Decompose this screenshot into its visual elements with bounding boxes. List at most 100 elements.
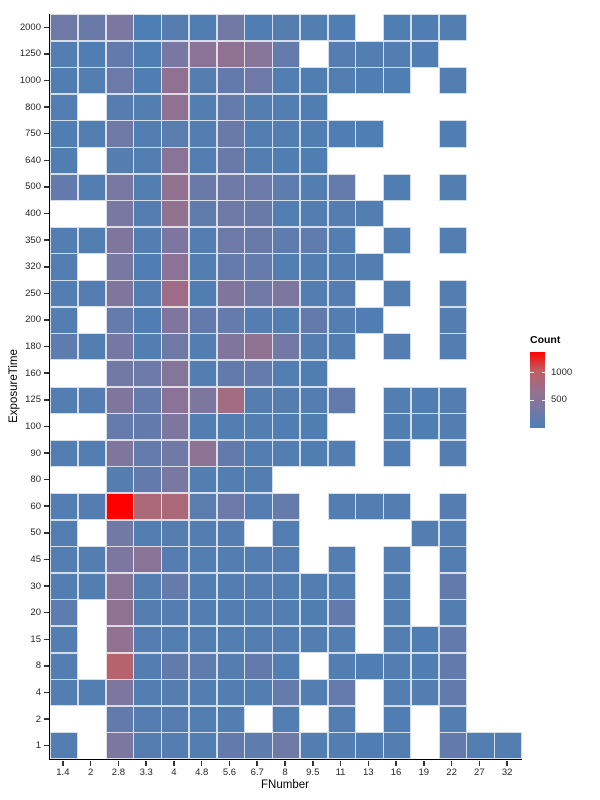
heatmap-cell <box>327 253 356 281</box>
heatmap-cell <box>188 492 218 521</box>
heatmap-cell <box>105 652 134 680</box>
heatmap-cell <box>272 546 301 574</box>
heatmap-cell <box>355 200 384 228</box>
heatmap-cell <box>161 280 190 308</box>
y-axis-tick-label: 350 <box>25 234 41 246</box>
heatmap-cell <box>272 599 301 627</box>
heatmap-cell <box>438 519 467 547</box>
y-axis-tick-mark <box>44 106 49 108</box>
y-axis-tick-mark <box>44 452 49 454</box>
heatmap-cell <box>188 226 218 254</box>
x-axis-tick-label: 2.8 <box>111 767 126 778</box>
y-axis-tick-label: 750 <box>25 128 41 140</box>
plot-panel <box>49 14 523 760</box>
heatmap-cell <box>50 625 79 654</box>
y-axis-tick-label: 2000 <box>19 21 41 33</box>
heatmap-cell <box>244 280 273 308</box>
legend-tick-mark <box>530 399 534 401</box>
y-axis-tick-mark <box>44 26 49 29</box>
heatmap-cell <box>355 306 384 334</box>
heatmap-cell <box>216 413 245 441</box>
heatmap-cell <box>216 333 245 361</box>
heatmap-cell <box>50 306 79 334</box>
heatmap-cell <box>327 333 356 361</box>
heatmap-cell <box>133 599 162 627</box>
heatmap-cell <box>299 253 329 281</box>
x-axis-tick-label: 2 <box>87 767 94 778</box>
heatmap-cell <box>410 519 440 547</box>
heatmap-cell <box>133 14 162 42</box>
heatmap-cell <box>105 120 134 148</box>
heatmap-cell <box>161 386 190 414</box>
x-axis-tick-label: 4 <box>171 767 177 778</box>
heatmap-cell <box>105 492 134 521</box>
heatmap-cell <box>50 732 79 760</box>
heatmap-cell <box>355 492 384 521</box>
heatmap-cell <box>410 652 440 680</box>
heatmap-cell <box>188 67 218 95</box>
heatmap-cell <box>188 546 218 574</box>
heatmap-cell <box>161 359 190 387</box>
y-axis-tick-mark <box>44 585 49 587</box>
heatmap-cell <box>188 705 218 733</box>
x-axis-tick-label: 11 <box>335 767 346 778</box>
heatmap-cell <box>161 40 190 68</box>
heatmap-cell <box>272 625 301 654</box>
heatmap-cell <box>161 226 190 254</box>
heatmap-cell <box>161 14 190 42</box>
heatmap-cell <box>133 625 162 654</box>
heatmap-cell <box>133 652 162 680</box>
heatmap-cell <box>299 386 329 414</box>
x-axis-tick-mark <box>89 760 92 766</box>
x-axis-tick-label: 22 <box>446 767 457 778</box>
heatmap-cell <box>216 572 245 600</box>
heatmap-cell <box>244 466 273 494</box>
heatmap-cell <box>161 253 190 281</box>
heatmap-cell <box>161 732 190 760</box>
y-axis-tick-label: 800 <box>25 101 41 113</box>
legend-tick-mark <box>530 372 534 374</box>
heatmap-cell <box>105 359 134 387</box>
heatmap-cell <box>244 253 273 281</box>
heatmap-cell <box>216 200 245 228</box>
heatmap-cell <box>216 599 245 627</box>
heatmap-cell <box>188 280 218 308</box>
heatmap-cell <box>244 147 273 175</box>
heatmap-cell <box>327 492 356 521</box>
heatmap-cell <box>272 732 301 760</box>
heatmap-cell <box>50 67 79 95</box>
heatmap-cell <box>438 572 467 600</box>
heatmap-cell <box>272 120 301 148</box>
heatmap-cell <box>244 306 273 334</box>
heatmap-cell <box>105 306 134 334</box>
x-axis-tick-label: 4.8 <box>195 767 209 778</box>
heatmap-cell <box>50 599 79 627</box>
heatmap-cell <box>244 200 273 228</box>
heatmap-cell <box>50 439 79 467</box>
heatmap-cell <box>50 93 79 121</box>
y-axis-tick-mark <box>44 159 49 162</box>
heatmap-cell <box>244 40 273 68</box>
heatmap-cell <box>216 439 245 467</box>
heatmap-cell <box>272 359 301 387</box>
heatmap-cell <box>383 652 412 680</box>
heatmap-cell <box>244 173 273 201</box>
heatmap-cell <box>188 253 218 281</box>
y-axis-tick-label: 320 <box>25 261 41 273</box>
heatmap-cell <box>438 306 467 334</box>
x-axis-tick-mark <box>228 760 231 766</box>
legend: Count 500 1000 <box>530 334 596 444</box>
y-axis-tick-mark <box>44 345 49 348</box>
y-axis-tick-mark <box>44 532 49 534</box>
heatmap-cell <box>383 14 412 42</box>
heatmap-cell <box>216 625 245 654</box>
heatmap-cell <box>133 732 162 760</box>
x-axis-tick-mark <box>339 760 342 766</box>
heatmap-cell <box>355 67 384 95</box>
heatmap-cell <box>244 679 273 707</box>
heatmap-cell <box>244 120 273 148</box>
heatmap-cell <box>133 40 162 68</box>
heatmap-cell <box>272 519 301 547</box>
heatmap-cell <box>105 200 134 228</box>
heatmap-cell <box>299 147 329 175</box>
